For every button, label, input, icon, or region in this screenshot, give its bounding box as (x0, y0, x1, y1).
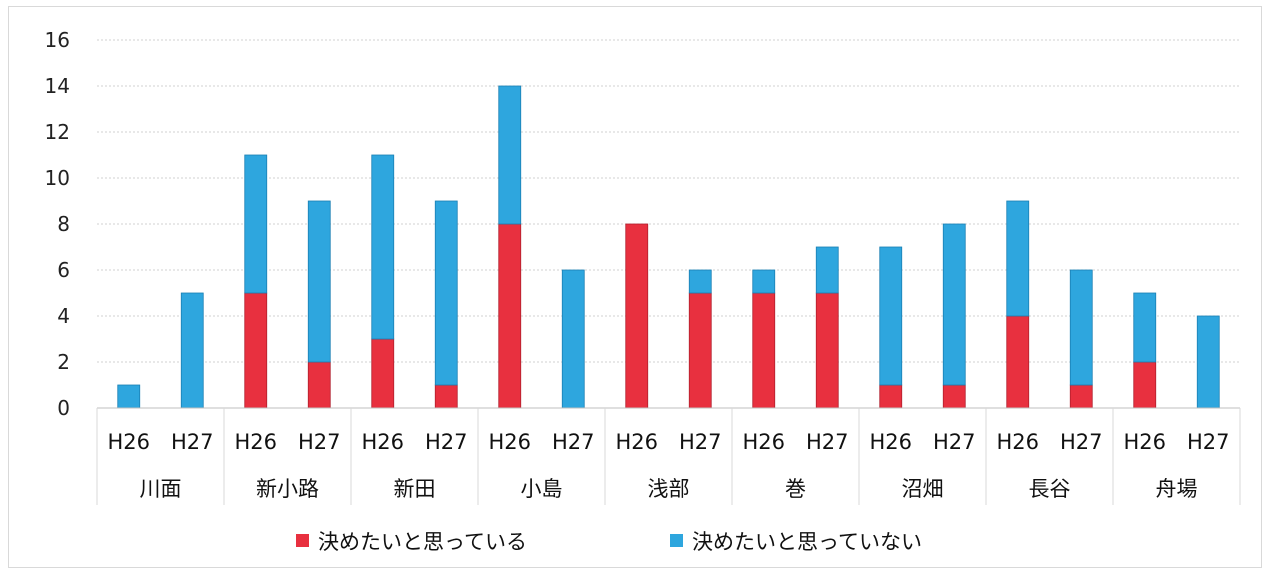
bar-segment-not-want (372, 155, 394, 339)
bar-segment-not-want (880, 247, 902, 385)
x-group-label: 浅部 (648, 477, 690, 501)
bars (118, 86, 1220, 408)
x-group-label: 舟場 (1156, 477, 1198, 501)
bar-segment-not-want (118, 385, 140, 408)
bar-segment-not-want (943, 224, 965, 385)
x-group-label: 小島 (521, 477, 563, 501)
bar-segment-want (816, 293, 838, 408)
x-tick-year-label: H26 (234, 430, 277, 454)
bar-segment-not-want (1134, 293, 1156, 362)
y-tick-label: 2 (57, 350, 70, 374)
bar-segment-not-want (181, 293, 203, 408)
x-tick-year-label: H26 (107, 430, 150, 454)
x-tick-year-label: H27 (171, 430, 214, 454)
bar-segment-want (499, 224, 521, 408)
bar-segment-not-want (1197, 316, 1219, 408)
gridlines (97, 40, 1240, 362)
bar-segment-not-want (816, 247, 838, 293)
x-tick-year-label: H26 (996, 430, 1039, 454)
bar-segment-want (372, 339, 394, 408)
y-tick-label: 10 (45, 166, 70, 190)
bar-segment-not-want (308, 201, 330, 362)
x-tick-year-label: H27 (1060, 430, 1103, 454)
bar-segment-not-want (562, 270, 584, 408)
bar-segment-not-want (753, 270, 775, 293)
bar-segment-not-want (1007, 201, 1029, 316)
legend-label-not-want: 決めたいと思っていない (692, 530, 922, 554)
bar-segment-not-want (499, 86, 521, 224)
legend-swatch-want (296, 534, 309, 547)
x-group-label: 長谷 (1029, 477, 1071, 501)
x-tick-year-label: H27 (298, 430, 341, 454)
bar-segment-want (435, 385, 457, 408)
bar-segment-want (1134, 362, 1156, 408)
y-tick-label: 6 (57, 258, 70, 282)
x-group-label: 新田 (394, 477, 436, 501)
x-tick-year-label: H26 (361, 430, 404, 454)
bar-segment-want (880, 385, 902, 408)
x-tick-year-label: H27 (933, 430, 976, 454)
y-axis: 0 2 4 6 8 10 12 14 16 (45, 28, 70, 420)
bar-segment-want (308, 362, 330, 408)
x-tick-year-label: H27 (806, 430, 849, 454)
x-tick-year-label: H27 (679, 430, 722, 454)
x-tick-year-label: H27 (552, 430, 595, 454)
x-tick-year-label: H26 (869, 430, 912, 454)
bar-segment-want (689, 293, 711, 408)
x-group-label: 川面 (140, 477, 182, 501)
x-group-label: 新小路 (256, 477, 319, 501)
bar-segment-not-want (435, 201, 457, 385)
bar-segment-not-want (689, 270, 711, 293)
x-tick-year-label: H27 (425, 430, 468, 454)
y-tick-label: 0 (57, 396, 70, 420)
bar-segment-not-want (1070, 270, 1092, 385)
bar-segment-want (1070, 385, 1092, 408)
bar-segment-not-want (245, 155, 267, 293)
x-tick-year-label: H27 (1187, 430, 1230, 454)
y-tick-label: 16 (45, 28, 70, 52)
x-group-label: 沼畑 (902, 477, 944, 501)
x-tick-year-label: H26 (488, 430, 531, 454)
x-group-label: 巻 (785, 477, 806, 501)
y-tick-label: 8 (57, 212, 70, 236)
x-axis: H26 H27 H26 H27 H26 H27 H26 H27 H26 H27 H26 H27 H26 H… (97, 408, 1240, 505)
y-tick-label: 4 (57, 304, 70, 328)
x-tick-year-label: H26 (742, 430, 785, 454)
bar-segment-want (626, 224, 648, 408)
x-tick-year-label: H26 (1123, 430, 1166, 454)
x-tick-year-label: H26 (615, 430, 658, 454)
legend-swatch-not-want (670, 534, 683, 547)
y-tick-label: 14 (45, 74, 70, 98)
bar-segment-want (943, 385, 965, 408)
bar-segment-want (1007, 316, 1029, 408)
y-tick-label: 12 (45, 120, 70, 144)
legend-label-want: 決めたいと思っている (318, 530, 527, 554)
legend: 決めたいと思っている 決めたいと思っていない (296, 530, 922, 554)
bar-segment-want (753, 293, 775, 408)
bar-segment-want (245, 293, 267, 408)
